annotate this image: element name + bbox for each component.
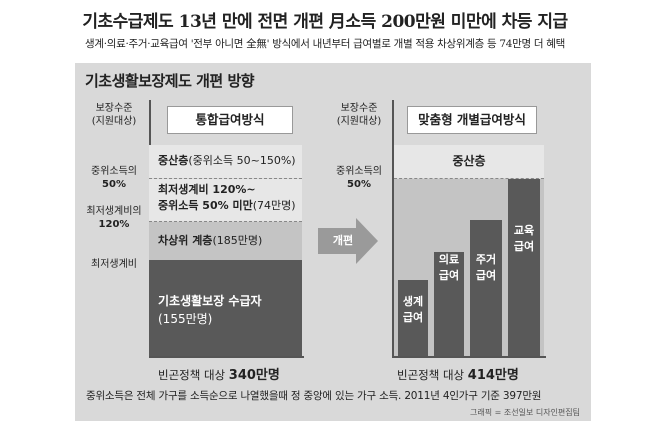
right-bar-housing-line1: 주거 [475,253,497,266]
right-bar-housing-line2: 급여 [475,269,497,282]
right-baseline [392,356,546,358]
left-axis-min-living-label: 최저생계비 [91,259,137,270]
left-segment-near-poor-bold: 차상위 계층 [158,234,213,247]
left-segment-near-poor-upper-line1: 최저생계비 120%~ [158,183,256,196]
left-segment-middle-class-bold: 중산층 [158,154,189,167]
left-dashed-divider-2 [149,221,302,222]
left-segment-near-poor-upper: 최저생계비 120%~ 중위소득 50% 미만(74만명) [149,179,302,221]
left-segment-near-poor-upper-thin: (74만명) [252,199,296,212]
left-box-title: 통합급여방식 [167,106,293,134]
left-footer: 빈곤정책 대상 340만명 [158,364,280,383]
left-axis-min-living-120-label: 최저생계비의 120% [79,205,149,231]
left-axis-median-label: 중위소득의 50% [79,165,149,191]
headline: 기초수급제도 13년 만에 전면 개편 月소득 200만원 미만에 차등 지급 [82,12,568,32]
graphic-credit: 그래픽 = 조선일보 디자인편집팀 [470,408,581,417]
right-bar-medical: 의료 급여 [434,252,464,356]
right-footer-value: 414만명 [467,368,519,383]
left-baseline [149,356,304,358]
left-footer-value: 340만명 [228,368,280,383]
left-axis-median-line1: 중위소득의 [91,166,137,177]
left-segment-recipients: 기초생활보장 수급자 (155만명) [149,260,302,356]
left-segment-near-poor: 차상위 계층(185만명) [149,222,302,260]
left-segment-near-poor-thin: (185만명) [212,234,263,247]
right-bar-education-line2: 급여 [513,240,535,253]
left-footer-label: 빈곤정책 대상 [158,368,226,382]
left-axis-median-line2: 50% [102,179,126,190]
left-axis-title: 보장수준 (지원대상) [79,102,149,128]
right-bar-education-line1: 교육 [513,224,535,237]
reform-arrow-icon [318,218,378,264]
reform-arrow-label: 개편 [332,234,354,247]
left-dashed-divider-1 [149,178,302,179]
right-axis-median-label: 중위소득의 50% [326,165,392,191]
left-segment-near-poor-text: 차상위 계층(185만명) [149,222,302,249]
right-footer-label: 빈곤정책 대상 [397,368,465,382]
right-bar-livelihood: 생계 급여 [398,280,428,356]
right-axis-title: 보장수준 (지원대상) [326,102,392,128]
right-footer: 빈곤정책 대상 414만명 [397,364,519,383]
right-bar-housing: 주거 급여 [470,220,502,356]
subheadline: 생계·의료·주거·교육급여 '전부 아니면 全無' 방식에서 내년부터 급여별로… [84,38,566,50]
right-middle-class-band: 중산층 [394,145,544,178]
left-segment-recipients-line2: (155만명) [158,312,213,326]
right-middle-class-label: 중산층 [452,154,486,168]
panel-title: 기초생활보장제도 개편 방향 [85,72,255,90]
right-axis-line [392,100,394,356]
right-bar-livelihood-line1: 생계 [402,295,424,308]
left-segment-near-poor-upper-line2: 중위소득 50% 미만(74만명) [149,198,302,214]
left-segment-near-poor-upper-bold: 중위소득 50% 미만 [158,199,253,212]
left-segment-middle-class-thin: (중위소득 50~150%) [188,154,296,167]
right-bar-education: 교육 급여 [508,179,540,356]
right-dashed-divider [394,178,544,179]
left-segment-middle-class-text: 중산층(중위소득 50~150%) [149,145,302,169]
right-axis-title-line2: (지원대상) [336,116,382,127]
right-bar-livelihood-line2: 급여 [402,311,424,324]
left-segment-recipients-line1: 기초생활보장 수급자 [158,294,262,308]
right-bar-medical-line1: 의료 [438,253,460,266]
right-axis-median-line1: 중위소득의 [336,166,382,177]
right-bar-medical-line2: 급여 [438,269,460,282]
right-box-title: 맞춤형 개별급여방식 [407,106,537,134]
left-segment-middle-class: 중산층(중위소득 50~150%) [149,145,302,178]
left-axis-min-living-120-line1: 최저생계비의 [86,206,142,217]
left-axis-title-line2: (지원대상) [91,116,137,127]
footnote: 중위소득은 전체 가구를 소득순으로 나열했을때 정 중앙에 있는 가구 소득.… [86,390,542,402]
left-axis-min-living-120-line2: 120% [98,219,130,230]
right-axis-title-line1: 보장수준 [340,103,378,114]
right-axis-median-line2: 50% [347,179,371,190]
left-axis-title-line1: 보장수준 [95,103,133,114]
